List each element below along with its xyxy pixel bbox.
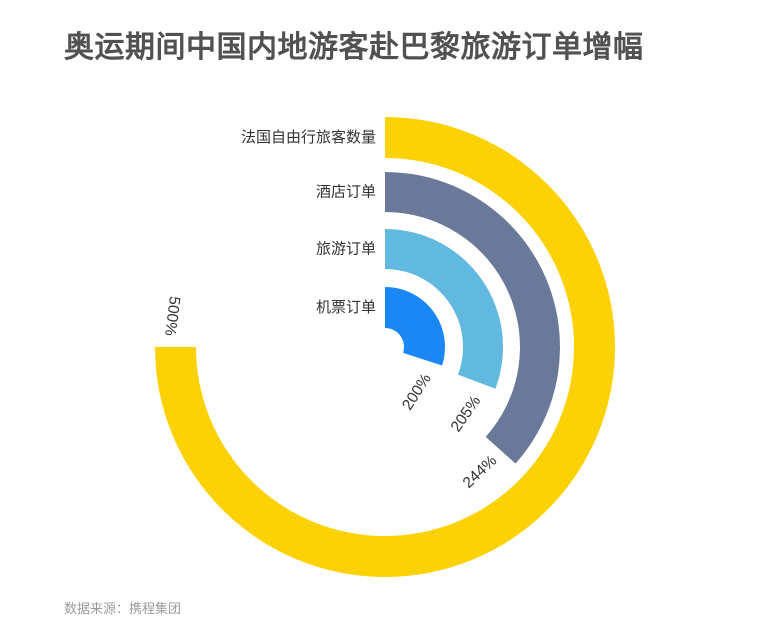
value-label-0: 500% — [161, 295, 183, 337]
value-label-2: 205% — [448, 393, 485, 435]
category-label-2: 旅游订单 — [316, 241, 376, 258]
category-label-1: 酒店订单 — [316, 184, 376, 201]
value-label-1: 244% — [460, 452, 501, 492]
data-source-label: 数据来源：携程集团 — [64, 601, 182, 616]
category-label-0: 法国自由行旅客数量 — [241, 129, 376, 146]
category-label-3: 机票订单 — [316, 299, 376, 316]
radial-bar-segment-2 — [385, 229, 503, 389]
value-label-3: 200% — [399, 371, 435, 414]
chart-title: 奥运期间中国内地游客赴巴黎旅游订单增幅 — [64, 31, 644, 64]
radial-bar-segment-1 — [385, 172, 560, 464]
radial-bar-segment-3 — [385, 287, 445, 366]
